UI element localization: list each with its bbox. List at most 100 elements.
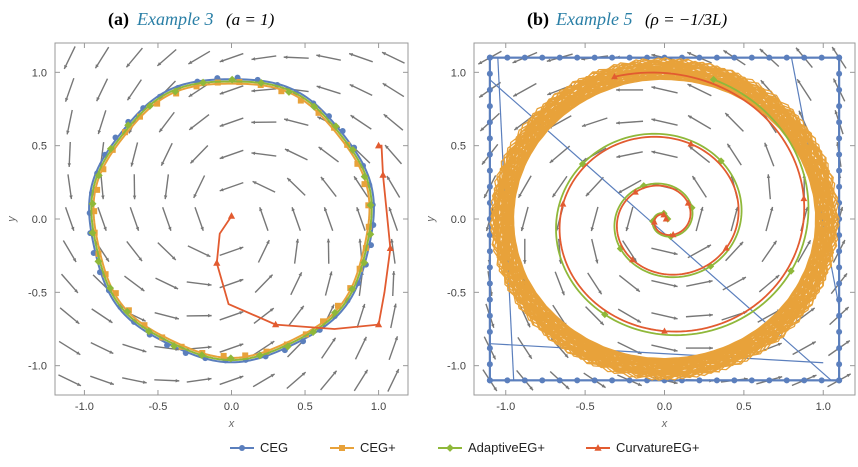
field-arrow (758, 274, 780, 293)
series-marker (800, 137, 806, 144)
field-arrow (617, 179, 642, 194)
y-tick-label: -0.5 (28, 287, 47, 299)
series-marker (731, 54, 738, 61)
series-marker (824, 228, 830, 234)
field-arrow (186, 313, 212, 318)
series-marker (331, 122, 340, 131)
series-marker (374, 320, 383, 328)
x-tick-label: 0.0 (224, 401, 239, 413)
series-marker (486, 86, 493, 93)
field-arrow (512, 82, 537, 97)
panel-b-example-link[interactable]: Example 5 (555, 9, 632, 29)
x-axis-label: x (228, 418, 235, 430)
series-marker (199, 78, 207, 87)
series-marker (559, 200, 567, 207)
field-arrow (390, 303, 397, 329)
series-marker (263, 348, 270, 355)
series-marker (486, 183, 493, 190)
field-arrow (687, 114, 712, 130)
series-marker (722, 244, 730, 251)
legend-item-ceg-plus: CEG+ (330, 440, 396, 455)
series-marker (539, 54, 546, 61)
series-marker (757, 338, 763, 344)
series-marker (278, 88, 285, 95)
series-marker (171, 87, 180, 96)
field-arrow (520, 206, 529, 232)
field-arrow (651, 150, 678, 159)
field-arrow (219, 149, 244, 160)
legend-item-ceg: CEG (230, 440, 288, 455)
series-marker (486, 54, 493, 61)
series-marker (724, 77, 730, 83)
field-arrow (691, 175, 707, 198)
field-arrow (354, 336, 367, 360)
series-marker (787, 267, 795, 275)
field-arrow (124, 275, 145, 292)
field-arrow (388, 207, 399, 231)
series-marker (783, 377, 790, 384)
series-marker (626, 54, 633, 61)
panel-a-label: (a) (108, 9, 129, 30)
series-marker (503, 251, 509, 257)
series-marker (836, 345, 843, 352)
field-arrow (581, 117, 608, 128)
field-arrow (283, 55, 309, 60)
series-marker (574, 54, 581, 61)
series-marker (144, 327, 153, 336)
field-arrow (283, 118, 309, 126)
panel-a-title: (a) Example 3 (a = 1) (108, 9, 275, 30)
series-marker (576, 88, 583, 94)
y-tick-label: -1.0 (28, 361, 47, 373)
field-arrow (293, 238, 300, 264)
series-marker (836, 135, 843, 142)
field-arrow (126, 79, 142, 101)
field-arrow (383, 113, 404, 131)
field-arrow (156, 48, 177, 67)
series-marker (660, 211, 668, 218)
field-arrow (253, 307, 275, 324)
field-arrow (154, 378, 180, 383)
field-arrow (616, 88, 644, 92)
series-marker (228, 75, 237, 84)
series-marker (486, 70, 493, 77)
series-marker (123, 307, 132, 316)
series-marker (556, 102, 562, 108)
field-arrow (616, 120, 644, 125)
series-marker (793, 128, 799, 134)
field-arrow (286, 371, 307, 390)
panel-a-plot: -1.0 -0.5 0.0 0.5 1.0 1.0 0.5 0.0 -0.5 -1.0 x y (6, 42, 409, 430)
field-arrow (189, 145, 209, 164)
field-arrow (622, 240, 638, 263)
field-arrow (161, 207, 172, 231)
series-marker (106, 144, 115, 153)
panel-b-label: (b) (527, 9, 549, 30)
panel-a-example-link[interactable]: Example 3 (136, 9, 213, 29)
series-marker (556, 54, 563, 61)
series-marker (170, 342, 178, 350)
field-arrow (97, 110, 107, 135)
series-marker (623, 70, 630, 76)
x-tick-label: 0.5 (297, 401, 312, 413)
stream-field (58, 46, 405, 392)
field-arrow (96, 78, 109, 102)
series-marker (687, 364, 693, 371)
series-marker (356, 265, 363, 272)
series-marker (783, 54, 790, 61)
field-arrow (616, 151, 643, 159)
field-arrow (391, 271, 396, 297)
field-arrow (651, 118, 678, 126)
field-arrow (348, 52, 373, 63)
field-arrow (382, 82, 405, 98)
series-marker (820, 251, 826, 257)
field-arrow (154, 312, 180, 320)
series-marker (257, 78, 266, 87)
field-arrow (687, 244, 712, 259)
field-arrow (194, 207, 204, 231)
field-arrow (686, 279, 713, 287)
y-tick-label: -0.5 (447, 287, 466, 299)
series-marker (591, 54, 598, 61)
series-marker (374, 141, 383, 149)
field-arrow (321, 337, 337, 359)
series-marker (523, 294, 529, 301)
field-arrow (356, 303, 366, 328)
